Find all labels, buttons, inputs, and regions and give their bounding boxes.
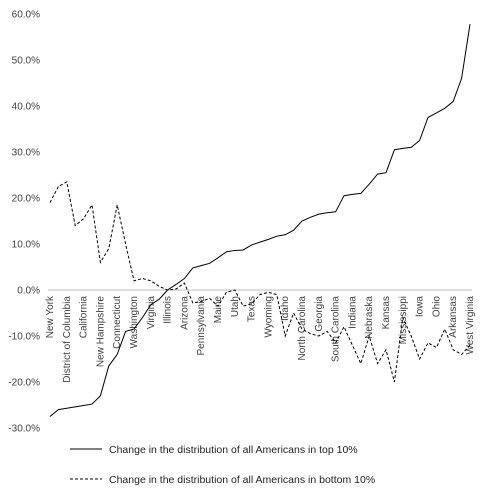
- series-lines: [49, 24, 471, 417]
- x-tick-label: Arkansas: [448, 296, 459, 338]
- x-tick-label: Indiana: [347, 296, 358, 329]
- x-tick-label: Connecticut: [112, 296, 123, 349]
- x-tick-label: Idaho: [280, 296, 291, 321]
- y-axis-tick-labels: 60.0% 50.0% 40.0% 30.0% 20.0% 10.0% 0.0% -10.0%…: [8, 10, 40, 435]
- x-tick-label: Mississippi: [398, 296, 409, 344]
- x-tick-label: South Carolina: [331, 296, 342, 363]
- x-tick-label: Ohio: [431, 296, 442, 318]
- x-tick-label: Maine: [213, 296, 224, 324]
- x-tick-label: Utah: [230, 296, 241, 317]
- series-line-bottom10: [49, 181, 471, 383]
- y-tick-label: -20.0%: [8, 378, 40, 389]
- x-tick-label: Wyoming: [263, 296, 274, 338]
- x-tick-label: New York: [45, 295, 56, 338]
- x-tick-label: North Carolina: [297, 296, 308, 361]
- legend: Change in the distribution of all Americ…: [70, 444, 375, 486]
- y-tick-label: -10.0%: [8, 332, 40, 343]
- x-tick-label: Nebraska: [364, 296, 375, 339]
- x-tick-label: Iowa: [415, 296, 426, 318]
- series-line-top10: [49, 24, 471, 417]
- x-tick-label: Washington: [129, 296, 140, 348]
- x-tick-label: Arizona: [179, 296, 190, 330]
- y-tick-label: 60.0%: [12, 10, 40, 21]
- x-tick-label: Virginia: [146, 296, 157, 330]
- y-tick-label: 0.0%: [17, 286, 40, 297]
- y-tick-label: 30.0%: [12, 148, 40, 159]
- y-tick-label: 10.0%: [12, 240, 40, 251]
- x-axis-tick-labels: New York District of Columbia California Ne…: [45, 295, 476, 383]
- x-tick-label: Texas: [247, 296, 258, 322]
- y-tick-label: 50.0%: [12, 56, 40, 67]
- x-tick-label: Kansas: [381, 296, 392, 329]
- y-tick-label: 20.0%: [12, 194, 40, 205]
- legend-label-bottom10: Change in the distribution of all Americ…: [109, 474, 375, 486]
- y-tick-label: -30.0%: [8, 424, 40, 435]
- x-tick-label: West Virginia: [465, 296, 476, 355]
- x-tick-label: California: [79, 296, 90, 339]
- x-tick-label: Pennsylvania: [196, 296, 207, 356]
- x-tick-label: District of Columbia: [62, 296, 73, 383]
- legend-label-top10: Change in the distribution of all Americ…: [109, 444, 358, 456]
- x-tick-label: Georgia: [314, 296, 325, 332]
- x-tick-label: Illinois: [163, 296, 174, 324]
- x-tick-label: New Hampshire: [95, 296, 106, 368]
- y-tick-label: 40.0%: [12, 102, 40, 113]
